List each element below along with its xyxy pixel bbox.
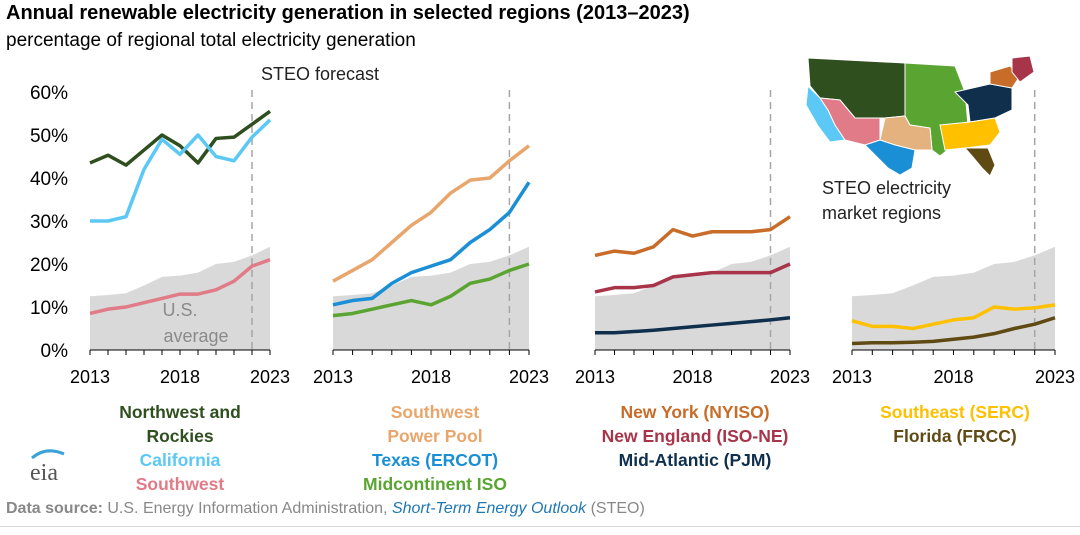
chart-title: Annual renewable electricity generation … — [6, 2, 690, 24]
series-line — [332, 144, 531, 283]
x-tick-label: 2013 — [313, 367, 353, 387]
legend-item: Southwest — [390, 402, 480, 422]
x-tick-label: 2023 — [1035, 367, 1075, 387]
legend-item: California — [139, 450, 221, 470]
legend-item: Southeast (SERC) — [880, 402, 1030, 422]
series-line — [89, 258, 271, 316]
y-tick-label: 10% — [30, 298, 68, 319]
x-tick-label: 2023 — [250, 367, 290, 387]
series-line — [332, 181, 531, 307]
chart-area: 2013 2018 2023 0% 10% 20% 30% 40% 50% 60% 2013 2018… — [30, 55, 1075, 387]
x-tick-label: 2018 — [160, 367, 200, 387]
x-tick-label: 2023 — [509, 367, 549, 387]
source-agency: U.S. Energy Information Administration, — [107, 500, 388, 517]
us-average-area — [595, 246, 790, 350]
us-average-area — [90, 246, 270, 350]
x-tick-label: 2013 — [832, 367, 872, 387]
series-line — [594, 215, 791, 258]
chart-subtitle: percentage of regional total electricity… — [6, 30, 416, 51]
legend-panel-1: Northwest and Rockies California Southwest — [90, 400, 270, 496]
legend-item: New England (ISO-NE) — [601, 426, 789, 446]
map-region-frcc — [963, 147, 996, 177]
us-average-area — [333, 246, 529, 350]
legend-item: Power Pool — [387, 426, 483, 446]
legend-panel-2: Southwest Power Pool Texas (ERCOT) Midconti… — [330, 400, 540, 496]
legend-item: Texas (ERCOT) — [371, 450, 499, 470]
us-average-area — [852, 246, 1055, 350]
legend-item: New York (NYISO) — [620, 402, 770, 422]
map-label-line1: STEO electricity — [822, 178, 951, 198]
series-line — [332, 262, 530, 318]
map-region-serc — [939, 117, 1001, 151]
legend-panel-4: Southeast (SERC) Florida (FRCC) — [850, 400, 1060, 448]
logo-swoosh — [31, 449, 65, 460]
source-report-link[interactable]: Short-Term Energy Outlook — [391, 500, 587, 517]
y-tick-label: 60% — [30, 83, 68, 104]
data-source: Data source: U.S. Energy Information Adm… — [6, 500, 645, 518]
map-region-isone — [1011, 55, 1035, 83]
legend-item: Mid-Atlantic (PJM) — [618, 450, 772, 470]
y-tick-label: 50% — [30, 126, 68, 147]
map-label-line2: market regions — [822, 203, 941, 223]
map-region-ercot — [864, 139, 916, 176]
x-tick-label: 2018 — [933, 367, 973, 387]
y-tick-label: 30% — [30, 212, 68, 233]
x-tick-label: 2018 — [411, 367, 451, 387]
us-average-label-line1: U.S. — [162, 300, 197, 320]
source-suffix: (STEO) — [590, 500, 645, 517]
y-tick-label: 40% — [30, 169, 68, 190]
logo-text: eia — [30, 460, 58, 486]
legend-item: Southwest — [135, 474, 225, 494]
legend-item: Midcontinent ISO — [363, 474, 507, 494]
series-line — [595, 316, 791, 335]
footer-rule — [0, 526, 1080, 527]
chart-panel-2: 2013 2018 2023 — [313, 90, 549, 387]
series-line — [851, 303, 1056, 331]
y-tick-label: 20% — [30, 255, 68, 276]
x-tick-label: 2018 — [672, 367, 712, 387]
x-tick-label: 2023 — [770, 367, 810, 387]
legend-item: Florida (FRCC) — [893, 426, 1017, 446]
region-map — [805, 55, 1035, 177]
legend-item: Northwest and — [119, 402, 241, 422]
us-average-label-line2: average — [163, 326, 228, 346]
source-prefix: Data source: — [6, 500, 103, 517]
x-tick-label: 2013 — [70, 367, 110, 387]
x-tick-label: 2013 — [575, 367, 615, 387]
y-tick-label: 0% — [41, 341, 69, 362]
series-line — [851, 316, 1056, 346]
forecast-label: STEO forecast — [261, 64, 379, 84]
chart-panel-1: 2013 2018 2023 0% 10% 20% 30% 40% 50% 60% — [30, 83, 290, 387]
legend-panel-3: New York (NYISO) New England (ISO-NE) Mid-… — [585, 400, 805, 472]
chart-panel-4: 2013 2018 2023 — [832, 90, 1075, 387]
series-line — [89, 109, 272, 167]
series-line — [594, 262, 791, 294]
eia-logo: eia — [30, 449, 65, 486]
chart-panel-3: 2013 2018 2023 — [575, 90, 810, 387]
series-line — [90, 118, 272, 223]
legend-item: Rockies — [146, 426, 214, 446]
